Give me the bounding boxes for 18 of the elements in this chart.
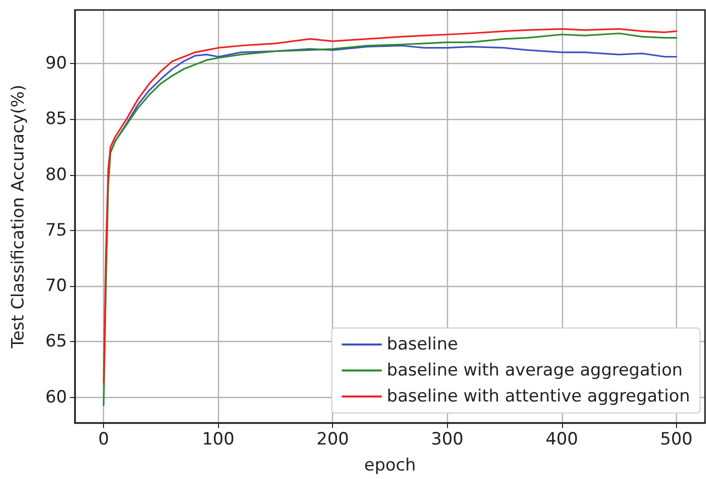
x-tick-label: 300 bbox=[431, 430, 464, 450]
legend-label: baseline with average aggregation bbox=[386, 360, 683, 380]
y-tick-label: 70 bbox=[45, 276, 67, 296]
y-tick-label: 85 bbox=[45, 109, 67, 130]
y-tick-label: 65 bbox=[45, 332, 67, 352]
y-tick-label: 75 bbox=[45, 220, 67, 240]
x-tick-label: 100 bbox=[202, 430, 234, 450]
x-axis-title: epoch bbox=[364, 456, 416, 476]
legend-label: baseline bbox=[386, 334, 458, 354]
x-tick-label: 200 bbox=[316, 430, 349, 450]
legend-label: baseline with attentive aggregation bbox=[386, 386, 690, 406]
y-axis-title: Test Classification Accuracy(%) bbox=[8, 84, 28, 350]
x-tick-label: 400 bbox=[546, 430, 578, 450]
y-tick-label: 60 bbox=[45, 387, 67, 408]
y-tick-label: 80 bbox=[45, 164, 67, 185]
x-tick-label: 500 bbox=[660, 430, 693, 450]
y-tick-label: 90 bbox=[45, 53, 67, 74]
x-tick-label: 0 bbox=[98, 430, 110, 450]
